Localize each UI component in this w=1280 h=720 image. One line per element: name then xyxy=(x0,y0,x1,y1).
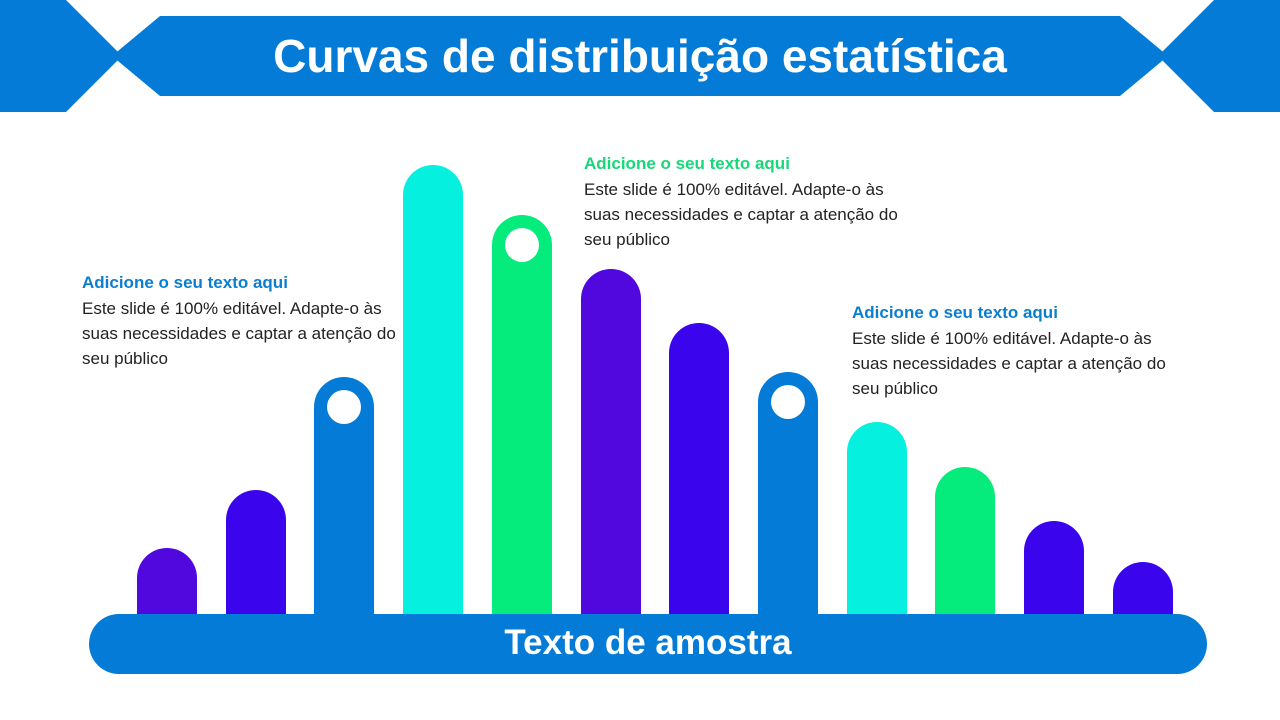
title-banner xyxy=(112,16,1168,96)
distribution-bar xyxy=(403,165,464,616)
callout-heading: Adicione o seu texto aqui xyxy=(852,303,1058,322)
page-title: Curvas de distribuição estatística xyxy=(273,30,1007,82)
distribution-bar xyxy=(1024,521,1084,616)
callout-left: Adicione o seu texto aqui Este slide é 1… xyxy=(82,272,412,371)
title-ribbon xyxy=(0,0,1280,112)
distribution-bar xyxy=(1112,561,1173,616)
bar-marker-circle xyxy=(770,385,805,420)
distribution-bar xyxy=(757,372,818,616)
ribbon-right-tail xyxy=(1158,0,1280,112)
base-bar: Texto de amostra xyxy=(89,614,1207,674)
distribution-bar xyxy=(137,548,197,616)
callout-body: Este slide é 100% editável. Adapte-o às … xyxy=(82,299,396,368)
callout-heading: Adicione o seu texto aqui xyxy=(584,154,790,173)
base-label: Texto de amostra xyxy=(504,623,792,662)
distribution-bar xyxy=(846,422,907,616)
distribution-bar xyxy=(580,268,641,616)
callout-right: Adicione o seu texto aqui Este slide é 1… xyxy=(852,302,1182,401)
ribbon-left-tail xyxy=(0,0,122,112)
distribution-bar xyxy=(491,214,552,616)
callout-heading: Adicione o seu texto aqui xyxy=(82,273,288,292)
distribution-bar xyxy=(669,322,730,616)
distribution-bar xyxy=(935,467,996,616)
callout-body: Este slide é 100% editável. Adapte-o às … xyxy=(584,180,898,249)
distribution-bar xyxy=(225,489,286,616)
distribution-bar xyxy=(314,376,375,616)
callout-center: Adicione o seu texto aqui Este slide é 1… xyxy=(584,153,914,252)
bar-marker-circle xyxy=(327,389,362,424)
bar-marker-circle xyxy=(504,227,539,262)
callout-body: Este slide é 100% editável. Adapte-o às … xyxy=(852,329,1166,398)
